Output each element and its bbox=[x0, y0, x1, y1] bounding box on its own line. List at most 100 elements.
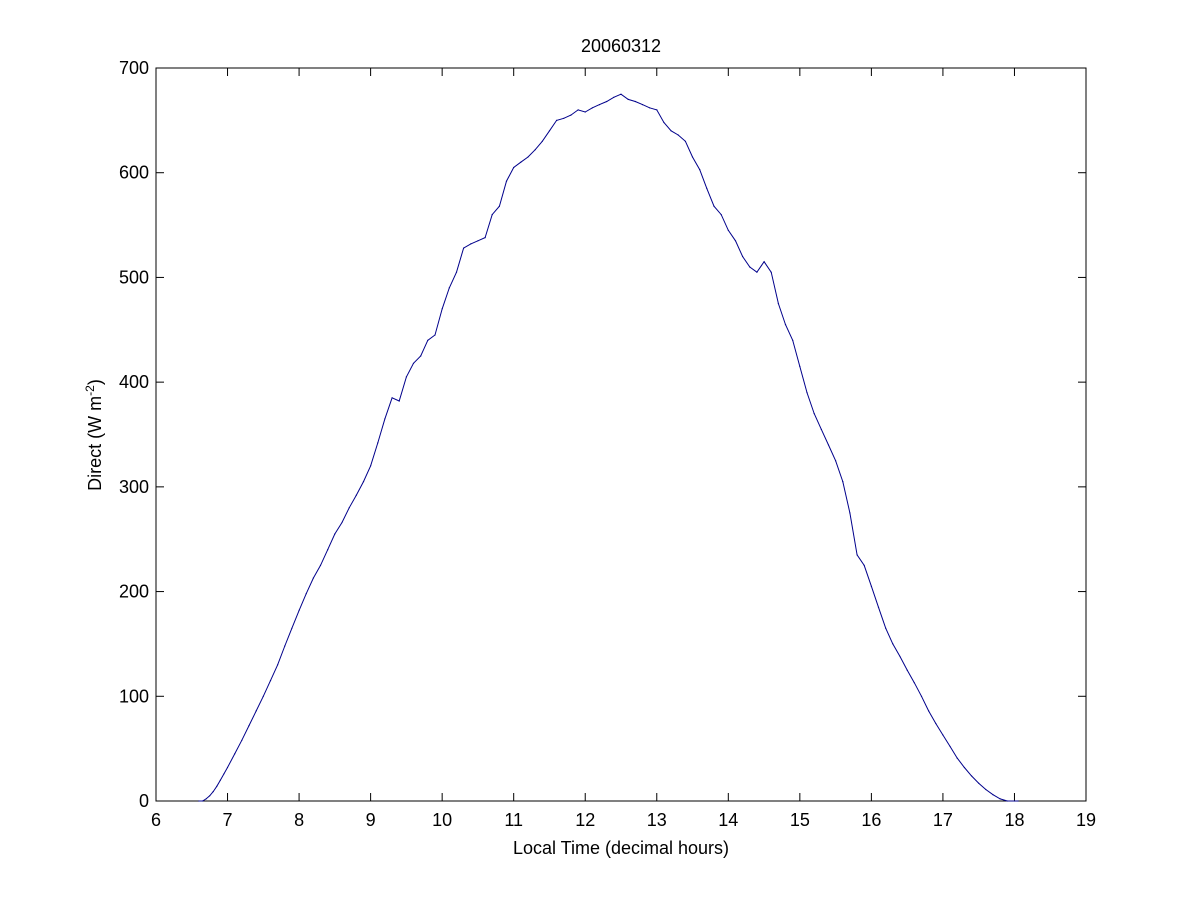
data-point bbox=[627, 98, 629, 100]
data-point bbox=[835, 460, 837, 462]
data-point bbox=[1006, 800, 1008, 802]
data-point bbox=[513, 166, 515, 169]
y-tick-label: 300 bbox=[119, 477, 149, 497]
data-point bbox=[241, 739, 243, 741]
data-point bbox=[434, 334, 436, 336]
data-point bbox=[999, 798, 1001, 800]
data-point bbox=[455, 271, 458, 273]
data-point bbox=[1017, 800, 1019, 802]
data-point bbox=[201, 800, 204, 802]
y-axis-label-close: ) bbox=[85, 379, 105, 385]
data-point bbox=[1013, 800, 1016, 802]
data-point bbox=[556, 119, 558, 121]
data-point bbox=[420, 355, 422, 357]
data-point bbox=[448, 287, 450, 289]
data-point bbox=[355, 494, 357, 496]
y-tick-label: 600 bbox=[119, 163, 149, 183]
data-point bbox=[720, 214, 722, 216]
data-point bbox=[412, 362, 415, 364]
data-point bbox=[584, 111, 586, 113]
data-point bbox=[234, 753, 236, 755]
data-point bbox=[527, 156, 529, 158]
y-tick-label: 500 bbox=[119, 267, 149, 287]
data-point bbox=[391, 397, 393, 399]
x-tick-label: 12 bbox=[575, 810, 595, 830]
data-point bbox=[856, 554, 858, 556]
axis-tick-labels: 6 7 8 9 10 11 12 13 14 15 16 17 18 19 0 100 200 300 400 500… bbox=[119, 58, 1096, 830]
data-point bbox=[312, 577, 314, 579]
data-point bbox=[398, 400, 400, 402]
x-tick-label: 14 bbox=[718, 810, 738, 830]
data-point bbox=[899, 655, 901, 658]
data-point bbox=[505, 180, 508, 182]
data-point bbox=[441, 308, 443, 310]
data-point bbox=[806, 392, 808, 394]
data-point bbox=[656, 109, 658, 111]
y-tick-label: 400 bbox=[119, 372, 149, 392]
data-point bbox=[992, 794, 994, 796]
data-point bbox=[985, 788, 987, 791]
chart-title: 20060312 bbox=[581, 36, 661, 56]
data-point bbox=[756, 271, 758, 273]
data-point bbox=[327, 549, 329, 551]
y-tick-label: 200 bbox=[119, 582, 149, 602]
data-point bbox=[792, 339, 794, 341]
data-point bbox=[219, 779, 221, 781]
data-point bbox=[863, 564, 865, 567]
data-point bbox=[491, 214, 493, 216]
data-point bbox=[949, 745, 951, 748]
data-point bbox=[427, 339, 429, 341]
data-point bbox=[906, 669, 908, 671]
y-axis-label-superscript: -2 bbox=[83, 385, 97, 396]
data-point bbox=[541, 140, 543, 142]
data-point bbox=[942, 734, 944, 736]
data-point bbox=[216, 785, 218, 787]
data-point bbox=[742, 255, 744, 258]
y-axis-label-main: Direct (W m bbox=[85, 396, 105, 491]
data-point bbox=[641, 104, 644, 106]
data-point bbox=[534, 149, 536, 151]
x-tick-label: 7 bbox=[223, 810, 233, 830]
data-point bbox=[727, 229, 729, 231]
data-point bbox=[209, 795, 211, 797]
data-point bbox=[777, 303, 780, 305]
data-point bbox=[284, 645, 286, 647]
data-point bbox=[377, 442, 379, 444]
data-point bbox=[606, 100, 608, 103]
data-point bbox=[198, 800, 200, 802]
data-point bbox=[892, 643, 894, 645]
x-tick-label: 9 bbox=[366, 810, 376, 830]
data-point bbox=[920, 695, 923, 697]
plot-area-frame bbox=[155, 67, 1087, 802]
data-point bbox=[763, 261, 765, 263]
data-point bbox=[334, 533, 336, 535]
data-point bbox=[613, 96, 615, 98]
x-tick-label: 6 bbox=[151, 810, 161, 830]
data-point bbox=[470, 243, 472, 245]
data-point bbox=[577, 109, 579, 111]
data-point bbox=[827, 444, 830, 446]
data-point bbox=[978, 782, 980, 784]
data-point bbox=[649, 107, 651, 109]
data-point bbox=[370, 465, 372, 467]
data-point bbox=[706, 187, 708, 189]
data-point bbox=[749, 266, 751, 268]
data-point bbox=[849, 512, 851, 514]
data-point bbox=[734, 240, 737, 242]
data-point bbox=[498, 205, 500, 207]
data-point bbox=[248, 725, 250, 727]
data-point bbox=[691, 156, 694, 158]
data-point bbox=[620, 93, 622, 95]
data-point bbox=[223, 773, 225, 775]
y-axis-label: Direct (W m-2) bbox=[83, 379, 105, 491]
data-point bbox=[813, 413, 815, 415]
x-tick-label: 19 bbox=[1076, 810, 1096, 830]
data-point bbox=[255, 710, 257, 712]
data-point bbox=[212, 791, 214, 793]
data-point bbox=[820, 428, 822, 430]
data-point bbox=[935, 722, 937, 725]
data-point bbox=[799, 365, 801, 367]
y-tick-label: 0 bbox=[139, 791, 149, 811]
data-point bbox=[269, 680, 272, 682]
